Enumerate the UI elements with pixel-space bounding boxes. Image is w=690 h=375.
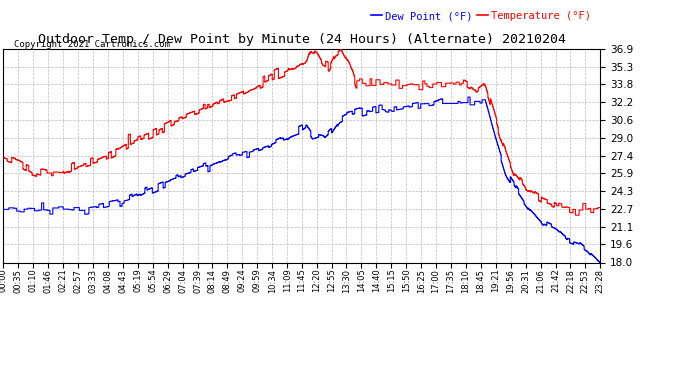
Text: Copyright 2021 Cartronics.com: Copyright 2021 Cartronics.com (14, 40, 170, 49)
Title: Outdoor Temp / Dew Point by Minute (24 Hours) (Alternate) 20210204: Outdoor Temp / Dew Point by Minute (24 H… (38, 33, 566, 46)
Legend: Dew Point (°F), Temperature (°F): Dew Point (°F), Temperature (°F) (367, 7, 595, 25)
